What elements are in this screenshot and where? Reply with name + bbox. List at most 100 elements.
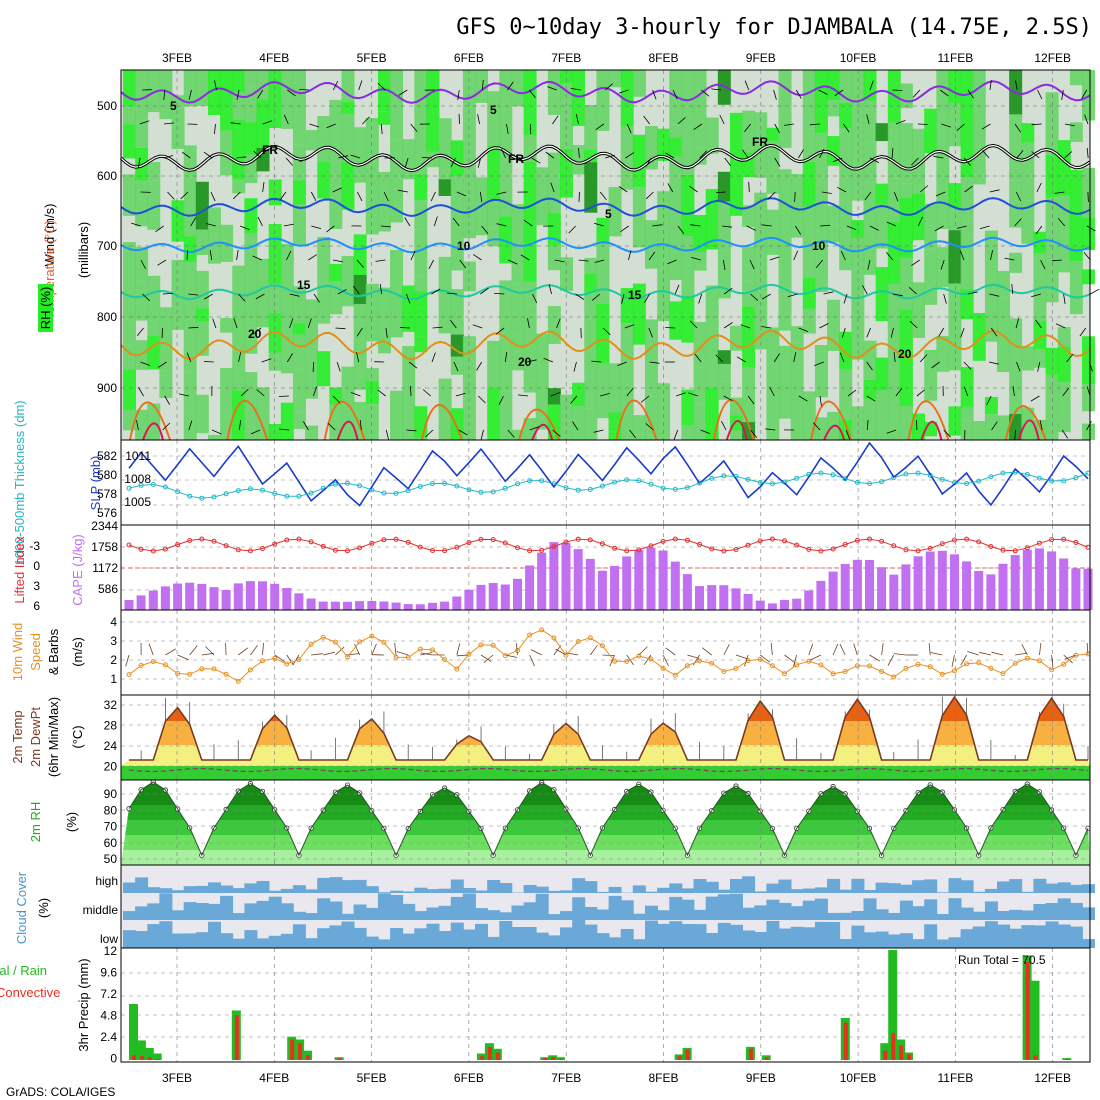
chart-title: GFS 0~10day 3-hourly for DJAMBALA (14.75… [456, 15, 1092, 40]
rh-cell [183, 262, 197, 278]
cloud-cell [292, 911, 306, 920]
wind-barb [818, 89, 828, 95]
rh-cell [523, 161, 537, 213]
cloud-cell [608, 895, 622, 920]
rh-cell [547, 70, 561, 94]
li-axis-label: Lifted Index [12, 536, 27, 604]
rh-cell [377, 287, 391, 335]
wind10m-point [223, 671, 229, 677]
rh-cell [1057, 219, 1071, 238]
thickness-tick: 582 [97, 449, 117, 463]
wind-barb [550, 182, 555, 193]
cloud-cell [1009, 879, 1023, 893]
wind-barb [425, 429, 434, 438]
cloud-cell [402, 891, 416, 893]
rh-cell [960, 218, 974, 236]
rh-cell [705, 337, 719, 388]
rh-cell [365, 215, 379, 235]
wind-barb [1086, 421, 1092, 431]
temp-band-green [121, 766, 1090, 780]
wind-barb [943, 293, 947, 304]
wind-barb [479, 191, 483, 202]
wind-barb [989, 189, 1000, 193]
wind-barb [477, 157, 481, 168]
wind10m-point [988, 665, 994, 671]
date-label-top: 3FEB [162, 51, 192, 65]
cape-bar [877, 567, 887, 610]
wind-barb [188, 293, 199, 296]
cloud-cell [717, 894, 731, 920]
cloud-cell [462, 893, 476, 920]
thickness-tick: 580 [97, 468, 117, 482]
rh-cell [1082, 423, 1095, 440]
thickness-point [308, 490, 314, 496]
cape-bar [1059, 558, 1069, 610]
rh-cell [535, 333, 549, 392]
cloud-cell [645, 905, 658, 920]
precip-total-bar [556, 1057, 565, 1060]
rh-cell [984, 298, 998, 319]
wind-barb [595, 123, 605, 131]
cape-bar [513, 578, 522, 610]
wind-barb [1035, 319, 1042, 329]
rh-cell [729, 430, 743, 440]
cloud-cell [220, 885, 234, 893]
rh-cell [742, 397, 756, 423]
thickness-point [939, 476, 945, 482]
wind-barb [1011, 283, 1014, 295]
wind10m-barb [687, 654, 700, 659]
wind-barb [862, 285, 868, 295]
rh-cell [390, 93, 404, 140]
rh-cell [232, 179, 246, 194]
rh-cell [462, 359, 476, 420]
rh-cell [693, 147, 707, 165]
wind-barb [478, 395, 486, 404]
wind-barb [765, 428, 776, 431]
wind-barb [721, 420, 727, 431]
rh-cell [936, 335, 950, 372]
wind-barb [377, 82, 386, 91]
wind-barb [162, 292, 173, 295]
wind-barb [377, 389, 386, 397]
cape-bar [464, 589, 474, 610]
rh-cell [438, 378, 452, 396]
temp-25-contour [810, 400, 853, 441]
pressure-tick: 900 [97, 381, 117, 395]
wind-barb [432, 326, 443, 329]
wind10m-point [284, 661, 290, 667]
cloud-cell [365, 936, 379, 948]
rh-cell [183, 300, 197, 353]
li-point [223, 543, 229, 549]
rh-cell [948, 208, 962, 231]
wind-barb [911, 259, 920, 267]
rh-cell [475, 177, 489, 198]
rh-cell [584, 293, 598, 306]
cloud-cell [159, 893, 173, 920]
wind-barb [988, 361, 999, 365]
rh-cell [972, 313, 986, 361]
rh-cell [572, 145, 586, 175]
cape-bar [780, 599, 789, 610]
wind-barb [203, 361, 214, 363]
wind10m-point [1000, 671, 1006, 677]
wind-barb [211, 429, 222, 435]
rh-cell [729, 157, 743, 216]
rh-cell [317, 161, 331, 199]
rh-cell [644, 389, 658, 440]
rh-cell [232, 361, 246, 391]
wind-barb [1061, 89, 1064, 100]
wind-barb [652, 89, 657, 100]
wind-barb [866, 395, 876, 402]
cloud-cell [827, 878, 841, 893]
cloud-cell [669, 883, 683, 893]
rh-cell [450, 408, 464, 440]
rh-cell [875, 267, 889, 322]
cloud-label: Cloud Cover [14, 871, 29, 944]
wind-barb [449, 319, 457, 329]
rh-cell [329, 99, 343, 136]
rh-cell [1057, 346, 1071, 383]
wind-barb [963, 386, 969, 397]
cloud-cell [584, 924, 598, 948]
wind10m-barb [609, 654, 615, 667]
wind-barb [594, 259, 605, 263]
